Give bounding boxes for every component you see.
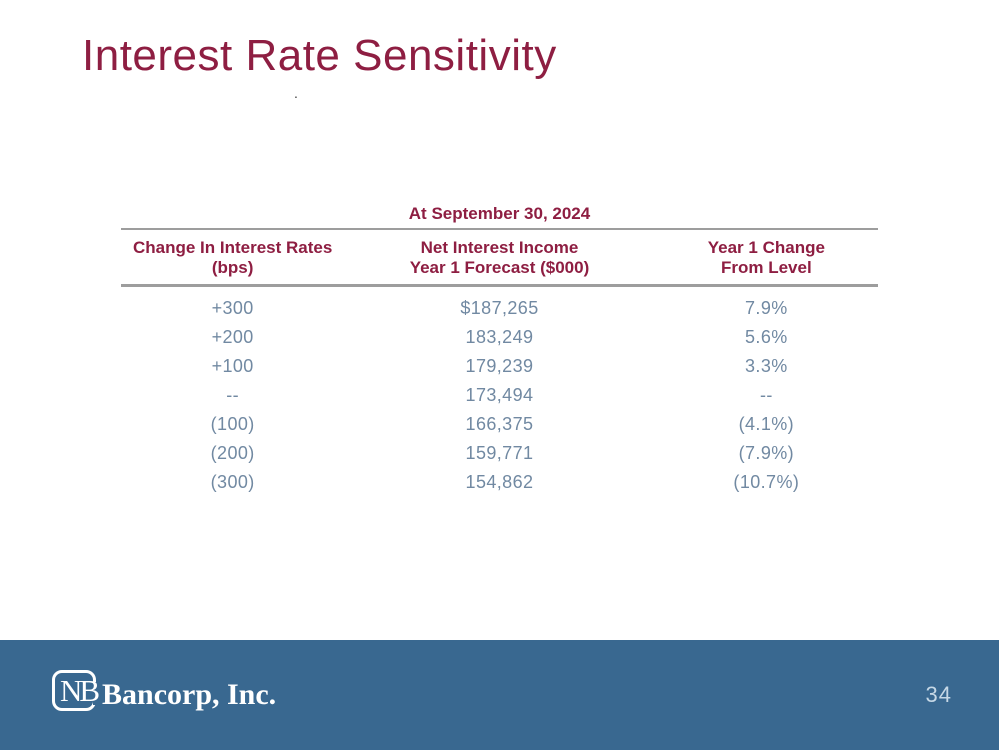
stray-period-mark: . [294,85,298,101]
table-row: +300 $187,265 7.9% [121,286,878,324]
table-cell: +100 [211,356,254,376]
company-name: Bancorp, Inc. [102,678,277,711]
interest-rate-sensitivity-table: At September 30, 2024 Change In Interest… [121,204,878,497]
table-cell: (300) [210,472,255,492]
col-header-line: Net Interest Income [420,238,579,257]
table-cell: (10.7%) [733,472,800,492]
table-cell: +300 [211,298,254,318]
table-cell: 159,771 [465,443,534,463]
table-cell: 179,239 [465,356,534,376]
footer-bar: NB Bancorp, Inc. 34 [0,640,999,750]
table-row: (300) 154,862 (10.7%) [121,468,878,497]
table-row: +200 183,249 5.6% [121,323,878,352]
col-header-line: Year 1 Forecast ($000) [409,258,590,277]
rates-table-body: +300 $187,265 7.9% +200 183,249 5.6% +100 179,2… [121,286,878,498]
page-title: Interest Rate Sensitivity [82,31,557,80]
table-cell: 154,862 [465,472,534,492]
nb-logo-border-gap [93,682,96,705]
header-row: Change In Interest Rates (bps) Net Inter… [121,230,878,287]
col-header-line: (bps) [211,258,254,277]
table-cell: 166,375 [465,414,534,434]
table-cell: (7.9%) [738,443,795,463]
table-cell: 3.3% [745,356,788,376]
page-number: 34 [925,682,952,707]
col-header-change-in-rates: Change In Interest Rates (bps) [121,230,345,287]
col-header-line: From Level [720,258,812,277]
rates-table: Change In Interest Rates (bps) Net Inter… [121,230,878,497]
table-cell: 173,494 [465,385,534,405]
col-header-line: Year 1 Change [707,238,825,257]
col-header-net-interest-income: Net Interest Income Year 1 Forecast ($00… [344,230,655,287]
table-cell: (4.1%) [738,414,795,434]
table-row: +100 179,239 3.3% [121,352,878,381]
col-header-line: Change In Interest Rates [132,238,333,257]
table-row: (200) 159,771 (7.9%) [121,439,878,468]
table-cell: 7.9% [745,298,788,318]
table-cell: 5.6% [745,327,788,347]
col-header-year1-change: Year 1 Change From Level [654,230,878,287]
table-header: Change In Interest Rates (bps) Net Inter… [121,230,878,287]
table-cell: +200 [211,327,254,347]
table-cell: (100) [210,414,255,434]
table-row: -- 173,494 -- [121,381,878,410]
table-cell: (200) [210,443,255,463]
table-cell: -- [759,385,773,405]
table-cell: $187,265 [460,298,539,318]
table-row: (100) 166,375 (4.1%) [121,410,878,439]
table-caption: At September 30, 2024 [121,204,878,230]
nb-logo-monogram: NB [60,673,100,708]
nb-logo-box: NB [52,670,100,711]
table-cell: -- [226,385,240,405]
table-cell: 183,249 [465,327,534,347]
